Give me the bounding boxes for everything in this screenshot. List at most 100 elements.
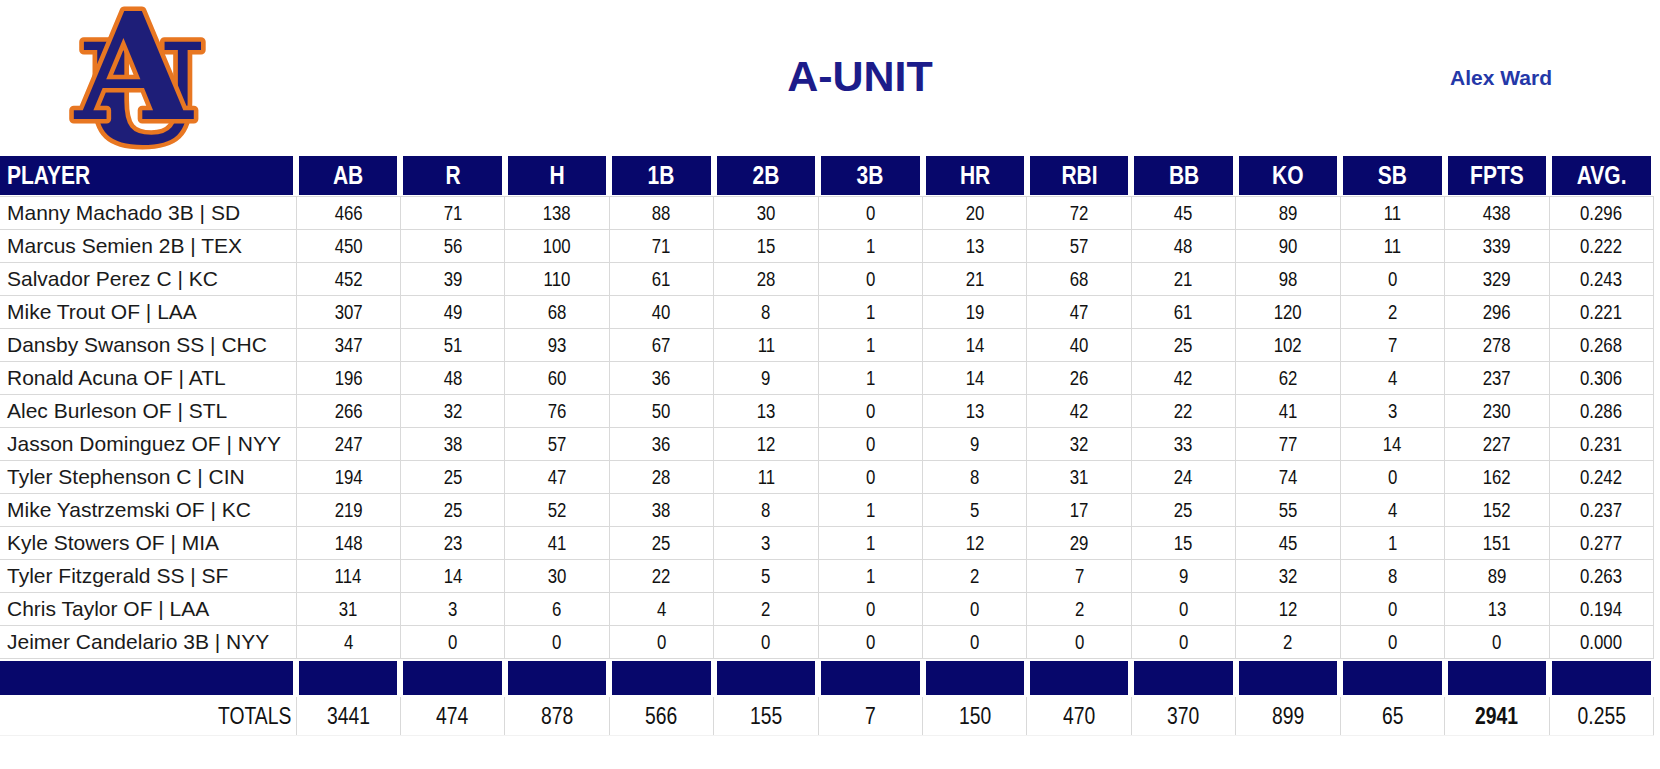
stat-cell[interactable]: 22 [609,560,713,593]
stat-cell[interactable]: 61 [609,263,713,296]
stat-cell[interactable]: 13 [714,395,818,428]
stat-cell[interactable]: 100 [505,230,609,263]
stat-cell[interactable]: 347 [296,329,400,362]
stat-cell[interactable]: 68 [1027,263,1131,296]
stat-cell[interactable]: 0.194 [1549,593,1653,626]
stat-cell[interactable]: 25 [609,527,713,560]
stat-cell[interactable]: 438 [1445,197,1549,230]
stat-cell[interactable]: 1 [818,560,922,593]
stat-cell[interactable]: 24 [1131,461,1235,494]
stat-cell[interactable]: 57 [1027,230,1131,263]
stat-cell[interactable]: 67 [609,329,713,362]
stat-cell[interactable]: 90 [1236,230,1340,263]
player-name-cell[interactable]: Ronald Acuna OF | ATL [0,362,296,395]
stat-cell[interactable]: 42 [1027,395,1131,428]
stat-cell[interactable]: 196 [296,362,400,395]
stat-cell[interactable]: 0 [1340,461,1444,494]
stat-cell[interactable]: 0 [1027,626,1131,659]
stat-cell[interactable]: 0 [1131,593,1235,626]
column-header-2b[interactable]: 2B [714,156,818,197]
player-name-cell[interactable]: Chris Taylor OF | LAA [0,593,296,626]
totals-cell[interactable]: 3441 [296,697,400,736]
stat-cell[interactable]: 452 [296,263,400,296]
column-header-r[interactable]: R [400,156,504,197]
stat-cell[interactable]: 3 [1340,395,1444,428]
stat-cell[interactable]: 0 [400,626,504,659]
stat-cell[interactable]: 50 [609,395,713,428]
stat-cell[interactable]: 110 [505,263,609,296]
stat-cell[interactable]: 0 [818,626,922,659]
totals-cell[interactable]: 2941 [1445,697,1549,736]
stat-cell[interactable]: 466 [296,197,400,230]
stat-cell[interactable]: 61 [1131,296,1235,329]
stat-cell[interactable]: 36 [609,428,713,461]
player-name-cell[interactable]: Mike Yastrzemski OF | KC [0,494,296,527]
stat-cell[interactable]: 21 [1131,263,1235,296]
stat-cell[interactable]: 38 [400,428,504,461]
stat-cell[interactable]: 15 [714,230,818,263]
stat-cell[interactable]: 5 [714,560,818,593]
stat-cell[interactable]: 14 [923,362,1027,395]
column-header-ab[interactable]: AB [296,156,400,197]
stat-cell[interactable]: 32 [1027,428,1131,461]
column-header-bb[interactable]: BB [1131,156,1235,197]
stat-cell[interactable]: 0.243 [1549,263,1653,296]
player-name-cell[interactable]: Alec Burleson OF | STL [0,395,296,428]
stat-cell[interactable]: 148 [296,527,400,560]
stat-cell[interactable]: 9 [923,428,1027,461]
stat-cell[interactable]: 8 [1340,560,1444,593]
stat-cell[interactable]: 0.286 [1549,395,1653,428]
stat-cell[interactable]: 0 [818,395,922,428]
stat-cell[interactable]: 307 [296,296,400,329]
stat-cell[interactable]: 230 [1445,395,1549,428]
stat-cell[interactable]: 47 [505,461,609,494]
stat-cell[interactable]: 0 [818,263,922,296]
stat-cell[interactable]: 3 [400,593,504,626]
stat-cell[interactable]: 60 [505,362,609,395]
stat-cell[interactable]: 278 [1445,329,1549,362]
stat-cell[interactable]: 1 [1340,527,1444,560]
stat-cell[interactable]: 72 [1027,197,1131,230]
stat-cell[interactable]: 11 [1340,197,1444,230]
stat-cell[interactable]: 56 [400,230,504,263]
stat-cell[interactable]: 1 [818,329,922,362]
stat-cell[interactable]: 102 [1236,329,1340,362]
stat-cell[interactable]: 2 [1236,626,1340,659]
player-name-cell[interactable]: Marcus Semien 2B | TEX [0,230,296,263]
stat-cell[interactable]: 296 [1445,296,1549,329]
stat-cell[interactable]: 41 [505,527,609,560]
stat-cell[interactable]: 0 [818,461,922,494]
stat-cell[interactable]: 21 [923,263,1027,296]
stat-cell[interactable]: 4 [609,593,713,626]
stat-cell[interactable]: 2 [923,560,1027,593]
stat-cell[interactable]: 8 [714,296,818,329]
stat-cell[interactable]: 4 [1340,494,1444,527]
stat-cell[interactable]: 329 [1445,263,1549,296]
stat-cell[interactable]: 247 [296,428,400,461]
stat-cell[interactable]: 450 [296,230,400,263]
stat-cell[interactable]: 11 [714,329,818,362]
player-name-cell[interactable]: Manny Machado 3B | SD [0,197,296,230]
stat-cell[interactable]: 23 [400,527,504,560]
stat-cell[interactable]: 0.000 [1549,626,1653,659]
stat-cell[interactable]: 2 [714,593,818,626]
stat-cell[interactable]: 30 [714,197,818,230]
stat-cell[interactable]: 1 [818,362,922,395]
stat-cell[interactable]: 1 [818,494,922,527]
totals-cell[interactable]: 566 [609,697,713,736]
stat-cell[interactable]: 0 [1340,593,1444,626]
stat-cell[interactable]: 0.231 [1549,428,1653,461]
stat-cell[interactable]: 0 [818,593,922,626]
stat-cell[interactable]: 1 [818,527,922,560]
stat-cell[interactable]: 32 [1236,560,1340,593]
stat-cell[interactable]: 12 [1236,593,1340,626]
stat-cell[interactable]: 4 [296,626,400,659]
stat-cell[interactable]: 31 [1027,461,1131,494]
stat-cell[interactable]: 52 [505,494,609,527]
player-name-cell[interactable]: Tyler Fitzgerald SS | SF [0,560,296,593]
stat-cell[interactable]: 55 [1236,494,1340,527]
stat-cell[interactable]: 40 [609,296,713,329]
stat-cell[interactable]: 0.237 [1549,494,1653,527]
stat-cell[interactable]: 47 [1027,296,1131,329]
stat-cell[interactable]: 152 [1445,494,1549,527]
